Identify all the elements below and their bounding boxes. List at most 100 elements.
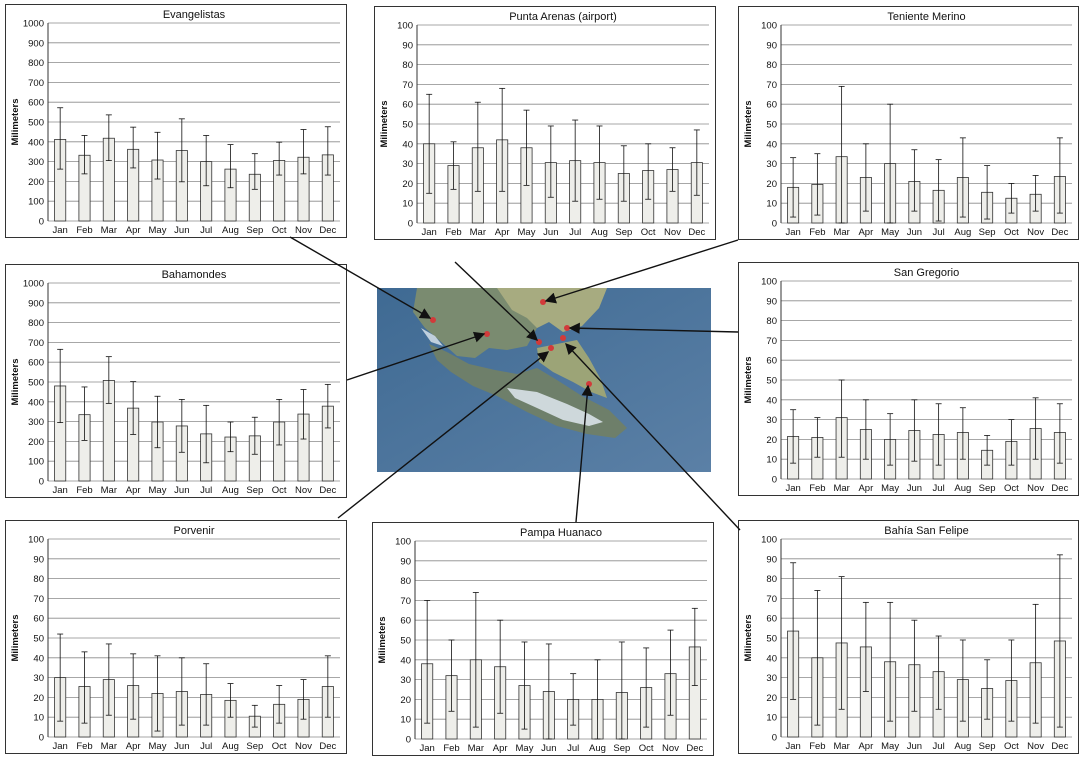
- x-tick-label: Nov: [295, 225, 312, 236]
- x-tick-label: Nov: [662, 743, 679, 754]
- x-tick-label: Feb: [809, 483, 825, 494]
- y-tick-label: 80: [402, 60, 413, 71]
- y-tick-label: 100: [761, 535, 777, 546]
- x-tick-label: Sep: [979, 227, 996, 238]
- x-tick-label: Feb: [443, 743, 459, 754]
- x-tick-label: May: [516, 743, 534, 754]
- x-tick-label: Jul: [933, 483, 945, 494]
- x-tick-label: Oct: [272, 225, 287, 236]
- y-tick-label: 10: [400, 715, 411, 726]
- y-tick-label: 900: [28, 38, 44, 49]
- x-tick-label: Aug: [222, 225, 239, 236]
- chart-svg-san-gregorio: San Gregorio Milimeters 0 10 20 30 40 50 60 70 80 9…: [743, 267, 1072, 494]
- x-tick-label: Jul: [200, 485, 212, 496]
- y-tick-label: 10: [33, 713, 44, 724]
- chart-title: Teniente Merino: [887, 11, 965, 23]
- y-axis-label: Milimeters: [10, 359, 21, 406]
- chart-svg-punta-arenas: Punta Arenas (airport) Milimeters 0 10 20 30 4…: [379, 11, 709, 238]
- x-tick-label: Jun: [541, 743, 556, 754]
- y-tick-label: 400: [28, 137, 44, 148]
- x-tick-label: May: [149, 741, 167, 752]
- y-tick-label: 50: [402, 120, 413, 131]
- y-tick-label: 80: [766, 574, 777, 585]
- chart-title: Porvenir: [174, 525, 215, 537]
- x-tick-label: Jun: [907, 483, 922, 494]
- station-marker-bahamondes: [484, 331, 490, 337]
- x-tick-label: Aug: [954, 741, 971, 752]
- x-tick-label: Oct: [639, 743, 654, 754]
- x-tick-label: Oct: [272, 485, 287, 496]
- y-tick-label: 40: [402, 139, 413, 150]
- y-tick-label: 50: [766, 376, 777, 387]
- y-tick-label: 100: [761, 21, 777, 32]
- x-tick-label: Sep: [615, 227, 632, 238]
- y-axis-label: Milimeters: [743, 357, 754, 404]
- chart-svg-teniente-merino: Teniente Merino Milimeters 0 10 20 30 40 50 60 70…: [743, 11, 1072, 238]
- y-tick-label: 0: [39, 477, 44, 488]
- y-tick-label: 60: [766, 100, 777, 111]
- x-tick-label: Aug: [954, 483, 971, 494]
- y-tick-label: 60: [33, 614, 44, 625]
- chart-svg-bahamondes: Bahamondes Milimeters 0 100 200 300 400 500 600 7…: [10, 269, 340, 496]
- y-tick-label: 100: [28, 197, 44, 208]
- y-tick-label: 70: [766, 80, 777, 91]
- y-tick-label: 0: [39, 217, 44, 228]
- chart-panel-san-gregorio: San Gregorio Milimeters 0 10 20 30 40 50 60 70 80 9…: [738, 262, 1079, 496]
- x-tick-label: Jan: [53, 225, 68, 236]
- y-tick-label: 80: [766, 316, 777, 327]
- x-tick-label: Jun: [907, 227, 922, 238]
- x-tick-label: Jul: [933, 227, 945, 238]
- y-tick-label: 80: [400, 576, 411, 587]
- y-axis-label: Milimeters: [379, 101, 390, 148]
- y-tick-label: 10: [766, 713, 777, 724]
- x-tick-label: Jan: [53, 741, 68, 752]
- chart-title: Bahamondes: [162, 269, 227, 281]
- y-tick-label: 300: [28, 157, 44, 168]
- x-tick-label: Feb: [76, 741, 92, 752]
- x-tick-label: Aug: [954, 227, 971, 238]
- chart-svg-porvenir: Porvenir Milimeters 0 10 20 30 40 50 60 70 80 90 100…: [10, 525, 340, 752]
- x-tick-label: Mar: [468, 743, 484, 754]
- x-tick-label: Mar: [101, 485, 117, 496]
- x-tick-label: Nov: [1027, 741, 1044, 752]
- y-tick-label: 1000: [23, 19, 44, 30]
- y-tick-label: 70: [33, 594, 44, 605]
- y-axis-label: Milimeters: [10, 615, 21, 662]
- y-tick-label: 30: [33, 673, 44, 684]
- y-tick-label: 40: [766, 139, 777, 150]
- y-tick-label: 90: [766, 40, 777, 51]
- y-tick-label: 0: [772, 475, 777, 486]
- x-tick-label: Nov: [295, 741, 312, 752]
- x-tick-label: Jan: [53, 485, 68, 496]
- station-marker-teniente-merino: [540, 299, 546, 305]
- y-tick-label: 20: [766, 435, 777, 446]
- y-tick-label: 70: [402, 80, 413, 91]
- x-tick-label: Dec: [688, 227, 705, 238]
- chart-svg-evangelistas: Evangelistas Milimeters 0 100 200 300 400 500 60…: [10, 9, 340, 236]
- y-tick-label: 0: [406, 735, 411, 746]
- y-tick-label: 700: [28, 78, 44, 89]
- y-tick-label: 40: [400, 655, 411, 666]
- x-tick-label: Oct: [1004, 483, 1019, 494]
- x-tick-label: Mar: [470, 227, 486, 238]
- x-tick-label: May: [149, 485, 167, 496]
- y-tick-label: 600: [28, 358, 44, 369]
- y-tick-label: 90: [33, 554, 44, 565]
- x-tick-label: Sep: [979, 741, 996, 752]
- y-tick-label: 100: [28, 457, 44, 468]
- chart-panel-pampa-huanaco: Pampa Huanaco Milimeters 0 10 20 30 40 50 60 70 80…: [372, 522, 714, 756]
- x-tick-label: Mar: [101, 225, 117, 236]
- y-tick-label: 30: [402, 159, 413, 170]
- y-tick-label: 300: [28, 417, 44, 428]
- x-tick-label: Apr: [126, 741, 141, 752]
- x-tick-label: Feb: [76, 485, 92, 496]
- y-tick-label: 500: [28, 378, 44, 389]
- x-tick-label: Apr: [495, 227, 510, 238]
- x-tick-label: Jun: [174, 225, 189, 236]
- y-tick-label: 20: [766, 693, 777, 704]
- y-tick-label: 100: [395, 537, 411, 548]
- x-tick-label: Jan: [785, 483, 800, 494]
- x-tick-label: Feb: [445, 227, 461, 238]
- x-tick-label: Jun: [174, 741, 189, 752]
- y-axis-label: Milimeters: [743, 101, 754, 148]
